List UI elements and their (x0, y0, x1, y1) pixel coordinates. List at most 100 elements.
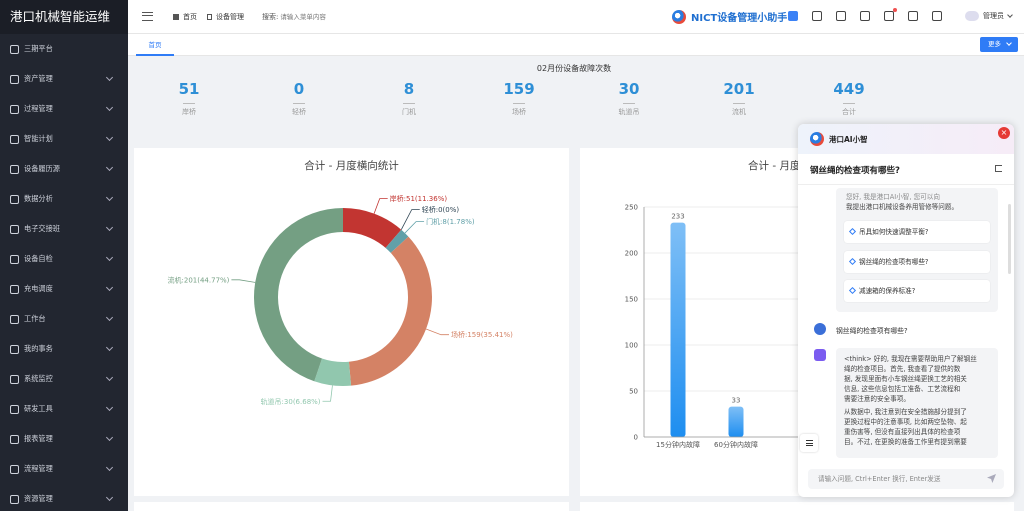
sidebar-item-label: 设备履历源 (24, 164, 60, 173)
stat-label: 流机 (732, 108, 746, 116)
menu-list-icon[interactable] (800, 434, 818, 452)
suggestion-item[interactable]: 减速箱的保养标准? (844, 280, 990, 302)
chevron-down-icon (105, 493, 114, 502)
answer-line: 目。不过, 在更换的准备工作里有提到需要 (844, 438, 967, 446)
chat-divider (798, 184, 1014, 185)
resource-icon (10, 494, 19, 504)
stat-divider (183, 103, 195, 104)
sidebar-item[interactable]: 充电调度 (0, 274, 128, 304)
sidebar-item[interactable]: 三期平台 (0, 34, 128, 64)
stat-label: 门机 (402, 108, 416, 116)
pie-leader-line (231, 279, 256, 283)
pie-leader-line (322, 385, 333, 402)
breadcrumb-home[interactable]: 首页 (183, 12, 197, 21)
send-icon[interactable] (987, 474, 996, 483)
sidebar-item-label: 我的事务 (24, 344, 53, 353)
sidebar-item[interactable]: 电子交接班 (0, 214, 128, 244)
tab-home[interactable]: 首页 (136, 34, 174, 56)
sidebar-item-label: 数据分析 (24, 194, 53, 203)
answer-line: <think> 好的, 我现在需要帮助用户了解钢丝 (844, 355, 977, 363)
sidebar-item[interactable]: 智能计划 (0, 124, 128, 154)
search-input[interactable] (280, 12, 361, 21)
breadcrumb-current[interactable]: 设备管理 (216, 12, 244, 21)
stat-item: 449 合计 (819, 80, 879, 117)
switch-icon[interactable] (908, 11, 918, 21)
stats-title: 02月份设备故障次数 (536, 64, 612, 73)
app-title: 港口机械智能运维 (0, 0, 128, 34)
pie-label: 流机:201(44.77%) (168, 275, 230, 284)
pie-leader-line (373, 198, 388, 214)
sidebar-item[interactable]: 报表管理 (0, 424, 128, 454)
bar[interactable] (728, 406, 744, 437)
x-tick-label: 60分钟内故障 (714, 440, 758, 449)
sidebar-item[interactable]: 资源管理 (0, 484, 128, 511)
answer-bubble: <think> 好的, 我现在需要帮助用户了解钢丝 绳的检查项目。首先, 我查看了… (836, 348, 998, 458)
sidebar-item[interactable]: 流程管理 (0, 454, 128, 484)
sidebar-item-label: 三期平台 (24, 44, 53, 53)
assistant-toggle-icon[interactable] (788, 11, 798, 21)
chat-input[interactable]: 请输入问题, Ctrl+Enter 换行, Enter发送 (808, 469, 1004, 489)
asset-icon (10, 74, 19, 84)
stat-item: 51 岸桥 (159, 80, 219, 117)
stat-label: 轻桥 (292, 108, 306, 116)
stat-label: 岸桥 (182, 108, 196, 116)
chevron-down-icon (105, 193, 114, 202)
bar-value-label: 233 (671, 213, 684, 221)
sidebar-menu: 三期平台资产管理 过程管理 智能计划设备履历源数据分析电子交接班 设备自检 充电调度 工作… (0, 34, 128, 511)
chat-scrollbar[interactable] (1008, 204, 1011, 274)
monitor-icon (10, 374, 19, 384)
answer-line: 据, 发现里面有小车钢丝绳更换工艺的相关 (844, 375, 967, 383)
user-name: 管理员 (983, 12, 1004, 20)
exit-icon[interactable] (995, 165, 1002, 172)
stat-item: 159 场桥 (489, 80, 549, 117)
sidebar-item[interactable]: 工作台 (0, 304, 128, 334)
sidebar-item[interactable]: 资产管理 (0, 64, 128, 94)
history-icon (10, 164, 19, 174)
sidebar-item[interactable]: 设备自检 (0, 244, 128, 274)
chat-logo-icon (810, 132, 824, 146)
pencil-icon (848, 257, 857, 266)
close-icon[interactable]: × (998, 127, 1010, 139)
stat-divider (623, 103, 635, 104)
shirt-icon[interactable] (860, 11, 870, 21)
screenshot-icon[interactable] (812, 11, 822, 21)
chevron-down-icon (105, 433, 114, 442)
sidebar-item[interactable]: 设备履历源 (0, 154, 128, 184)
breadcrumb: 首页 设备管理 (173, 12, 244, 22)
plan-icon (10, 134, 19, 144)
sidebar-item-label: 系统监控 (24, 374, 53, 383)
sidebar-item[interactable]: 过程管理 (0, 94, 128, 124)
pie-slice[interactable] (343, 208, 402, 248)
bar[interactable] (670, 222, 686, 437)
stat-value: 0 (293, 80, 305, 98)
hamburger-icon[interactable] (142, 12, 153, 21)
header-toolbar (788, 8, 956, 21)
pie-slice[interactable] (314, 358, 352, 386)
pie-slice[interactable] (254, 208, 343, 382)
report-icon (10, 434, 19, 444)
suggestion-label: 钢丝绳的检查项有哪些? (859, 258, 929, 266)
sidebar-item[interactable]: 数据分析 (0, 184, 128, 214)
user-menu[interactable]: 管理员 (965, 11, 1013, 21)
stat-value: 51 (178, 80, 200, 98)
pencil-icon (848, 227, 857, 236)
stat-value: 8 (403, 80, 415, 98)
sidebar-item[interactable]: 系统监控 (0, 364, 128, 394)
lock-icon[interactable] (836, 11, 846, 21)
sidebar-item[interactable]: 研发工具 (0, 394, 128, 424)
stat-divider (293, 103, 305, 104)
assistant-brand[interactable]: NICT设备管理小助手 (672, 9, 787, 24)
pie-slice[interactable] (385, 229, 409, 253)
more-button[interactable]: 更多 (980, 37, 1018, 52)
pie-slice[interactable] (348, 236, 432, 386)
user-message: 钢丝绳的检查项有哪些? (836, 327, 908, 335)
suggestion-item[interactable]: 钢丝绳的检查项有哪些? (844, 251, 990, 273)
nict-logo-icon (672, 9, 686, 24)
suggestion-item[interactable]: 吊具如何快速调整平衡? (844, 221, 990, 243)
fullscreen-icon[interactable] (932, 11, 942, 21)
notification-bell-icon[interactable] (884, 8, 897, 21)
sidebar-item-label: 流程管理 (24, 464, 53, 473)
sidebar-item[interactable]: 我的事务 (0, 334, 128, 364)
bottom-card-left (134, 502, 569, 511)
fault-stats-panel: 02月份设备故障次数 51 岸桥 0 轻桥 8 门机 159 场桥 30 轨道吊 201 流机 449 合… (134, 56, 1014, 140)
